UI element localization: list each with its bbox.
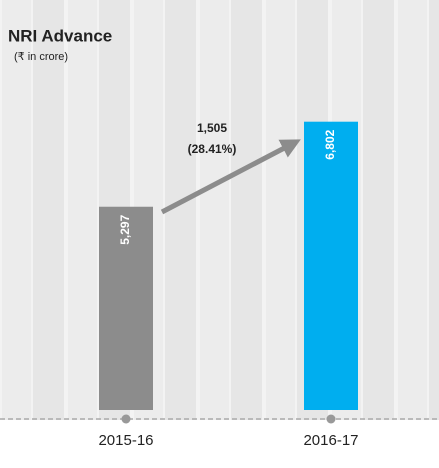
baseline-dot bbox=[121, 414, 131, 424]
bar bbox=[99, 206, 153, 410]
x-tick-label: 2016-17 bbox=[303, 432, 358, 449]
baseline-dot bbox=[326, 414, 336, 424]
chart-subtitle: (₹ in crore) bbox=[14, 51, 68, 63]
value-label: 6,802 bbox=[323, 129, 337, 159]
arrow bbox=[160, 139, 301, 215]
bar bbox=[304, 121, 358, 411]
x-tick-label: 2015-16 bbox=[98, 432, 153, 449]
background bbox=[0, 0, 439, 420]
annotation: (28.41%) bbox=[188, 142, 237, 156]
value-label: 5,297 bbox=[118, 214, 132, 244]
annotation: 1,505 bbox=[197, 121, 227, 135]
chart-title: NRI Advance bbox=[8, 26, 112, 45]
